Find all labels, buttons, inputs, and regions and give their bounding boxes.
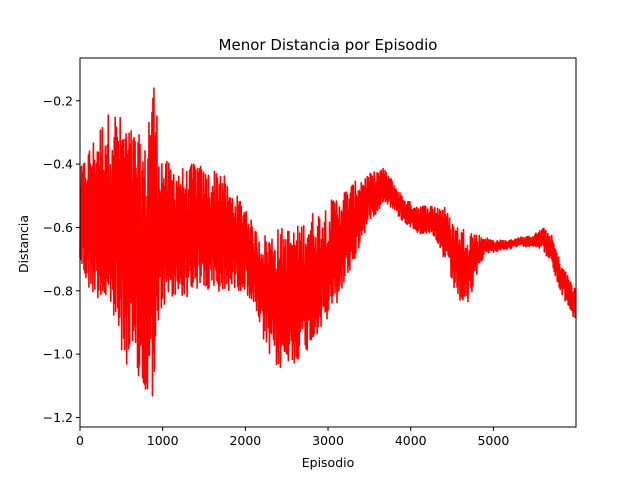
x-tick-label: 4000 <box>395 433 427 448</box>
y-tick-label: −0.6 <box>43 220 73 235</box>
x-axis: 0 1000 2000 3000 4000 5000 <box>76 427 509 448</box>
y-tick-label: −0.8 <box>43 283 73 298</box>
y-tick-label: −0.2 <box>43 93 73 108</box>
y-axis: −1.2 −1.0 −0.8 −0.6 −0.4 −0.2 <box>43 93 80 425</box>
x-tick-label: 1000 <box>147 433 179 448</box>
x-tick-label: 2000 <box>229 433 261 448</box>
y-tick-label: −0.4 <box>43 157 73 172</box>
plot-area <box>80 88 576 396</box>
x-tick-label: 5000 <box>477 433 509 448</box>
x-tick-label: 3000 <box>312 433 344 448</box>
chart-title: Menor Distancia por Episodio <box>219 36 438 54</box>
y-tick-label: −1.0 <box>43 347 73 362</box>
x-axis-label: Episodio <box>302 455 355 470</box>
series-line <box>80 88 576 396</box>
x-tick-label: 0 <box>76 433 84 448</box>
y-tick-label: −1.2 <box>43 410 73 425</box>
y-axis-label: Distancia <box>16 215 31 273</box>
